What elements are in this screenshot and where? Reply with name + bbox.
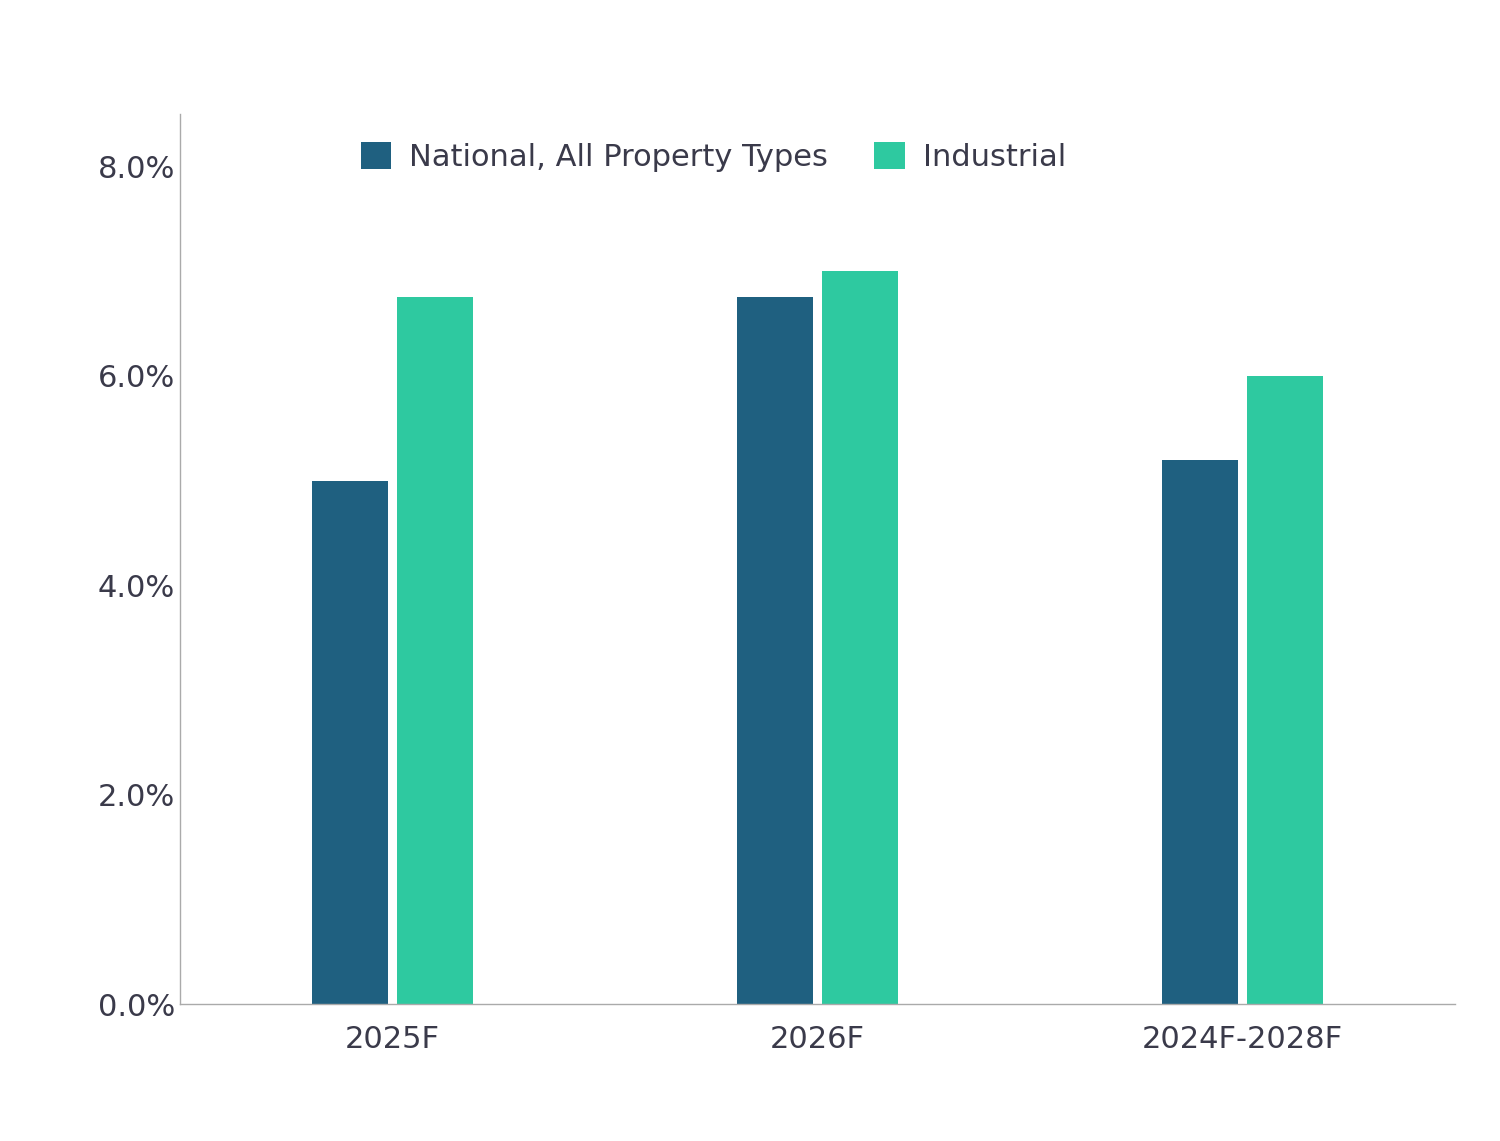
Bar bbox=[396, 298, 474, 1004]
Bar bbox=[736, 298, 813, 1004]
Bar bbox=[822, 272, 898, 1004]
Legend: National, All Property Types, Industrial: National, All Property Types, Industrial bbox=[348, 129, 1078, 184]
Bar bbox=[1161, 460, 1239, 1004]
Bar bbox=[1246, 375, 1323, 1004]
Bar bbox=[312, 480, 388, 1004]
